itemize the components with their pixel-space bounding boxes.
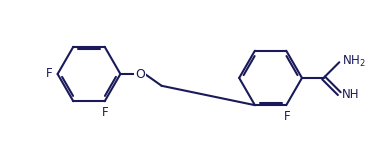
Text: NH: NH: [342, 88, 360, 101]
Text: O: O: [135, 68, 145, 81]
Text: F: F: [284, 110, 291, 123]
Text: NH$_2$: NH$_2$: [342, 54, 366, 69]
Text: F: F: [102, 106, 109, 119]
Text: F: F: [46, 67, 53, 80]
